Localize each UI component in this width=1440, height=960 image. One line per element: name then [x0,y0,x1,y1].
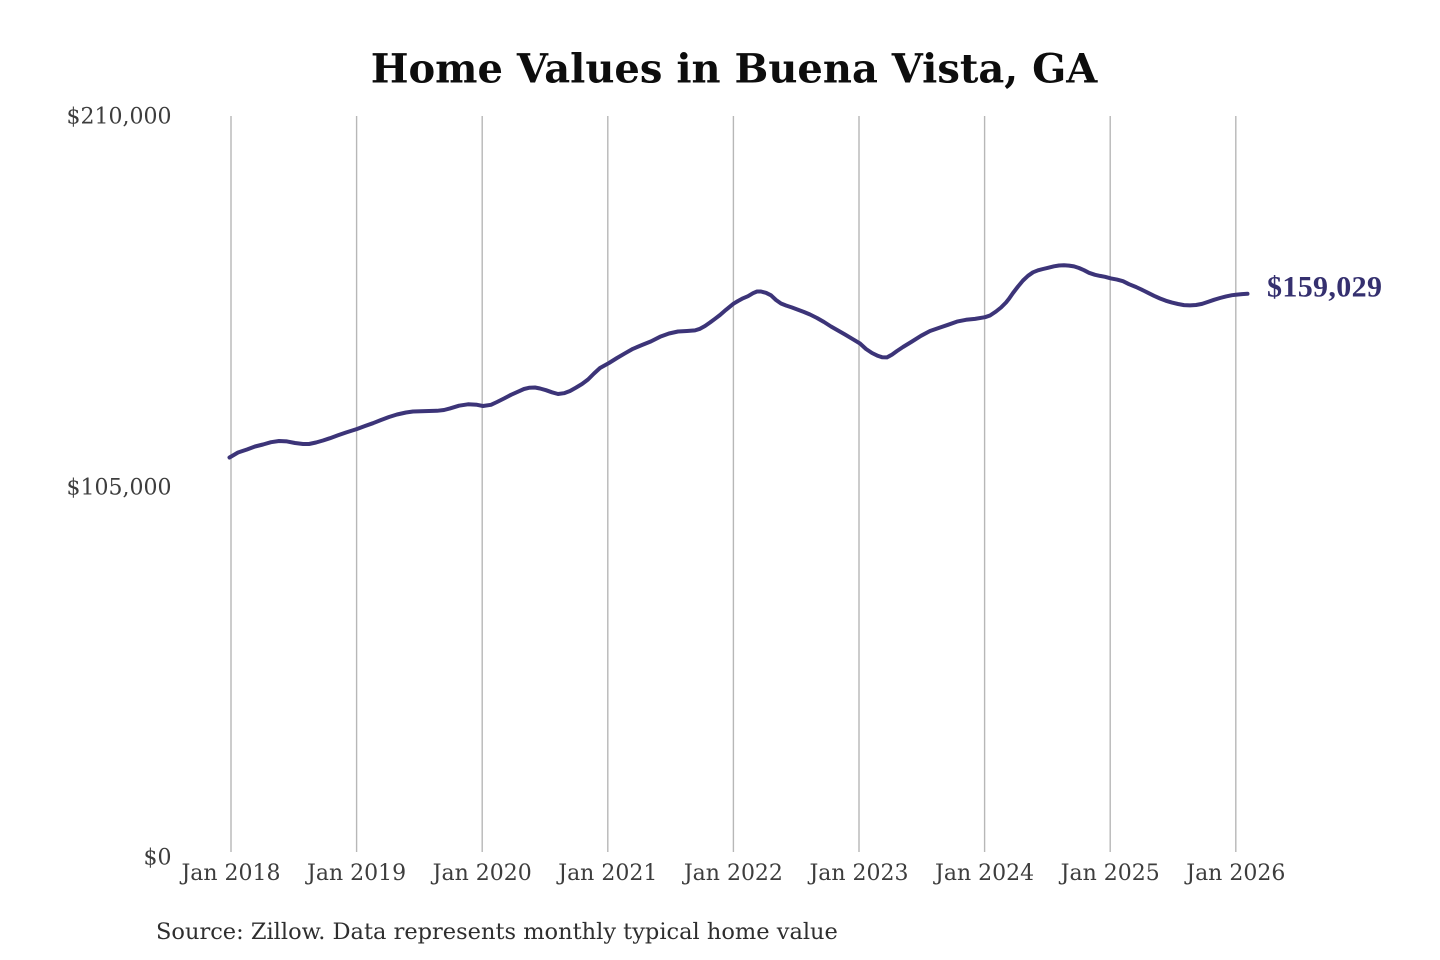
svg-text:Jan 2020: Jan 2020 [431,861,532,886]
svg-text:$159,029: $159,029 [1267,270,1382,303]
svg-text:Jan 2019: Jan 2019 [305,861,406,886]
svg-text:$105,000: $105,000 [67,475,172,500]
svg-text:$210,000: $210,000 [67,105,172,130]
svg-text:Jan 2021: Jan 2021 [556,861,657,886]
svg-text:Jan 2024: Jan 2024 [933,861,1034,886]
svg-text:Jan 2025: Jan 2025 [1059,861,1160,886]
svg-text:Jan 2018: Jan 2018 [179,861,280,886]
svg-text:Jan 2022: Jan 2022 [682,861,783,886]
svg-text:$0: $0 [144,846,172,871]
svg-text:Home Values in Buena Vista, GA: Home Values in Buena Vista, GA [371,46,1099,93]
svg-text:Jan 2023: Jan 2023 [807,861,908,886]
svg-text:Jan 2026: Jan 2026 [1184,861,1285,886]
svg-text:Source: Zillow. Data represent: Source: Zillow. Data represents monthly … [156,919,838,945]
